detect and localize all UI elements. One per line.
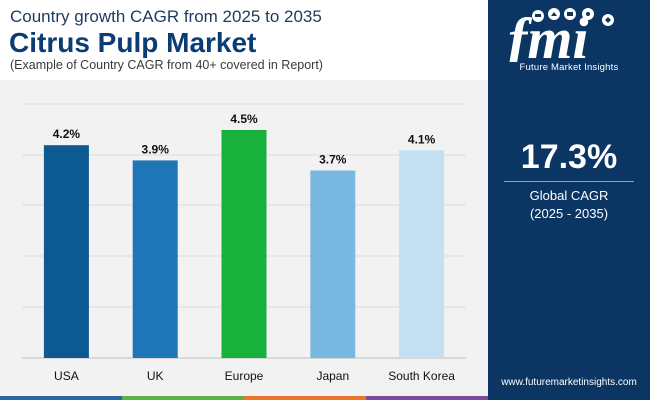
- global-cagr-value: 17.3%: [520, 138, 618, 176]
- footer-strip-segment: [0, 396, 122, 400]
- bar-chart: 4.2% 3.9% 4.5% 3.7% 4.1% USA UK Europe Japan Sou…: [22, 103, 466, 383]
- brand-logo: fmi Future Market Insights: [488, 6, 650, 74]
- website-link[interactable]: www.futuremarketinsights.com: [501, 377, 637, 388]
- bar-value-label: 4.1%: [408, 132, 436, 146]
- x-tick-label: Japan: [316, 369, 349, 383]
- x-tick-label: UK: [147, 369, 164, 383]
- x-tick-label: USA: [54, 369, 79, 383]
- page-title: Citrus Pulp Market: [9, 27, 257, 58]
- side-panel: fmi Future Market Insights 17.3% Global …: [488, 0, 650, 400]
- header: Country growth CAGR from 2025 to 2035 Ci…: [0, 0, 488, 80]
- footer-strip-segment: [122, 396, 244, 400]
- chart-panel: 4.2% 3.9% 4.5% 3.7% 4.1% USA UK Europe Japan Sou…: [0, 80, 488, 396]
- bar-usa: [43, 145, 89, 358]
- kpi-divider: [504, 181, 634, 182]
- super-title: Country growth CAGR from 2025 to 2035: [10, 7, 322, 26]
- global-cagr-label: Global CAGR: [529, 188, 609, 203]
- chart-x-tick-labels: USA UK Europe Japan South Korea: [54, 369, 455, 383]
- fmi-logo-icon: fmi: [508, 6, 614, 62]
- chart-value-labels: 4.2% 3.9% 4.5% 3.7% 4.1%: [53, 112, 436, 167]
- footer-strip-segment: [244, 396, 366, 400]
- bar-value-label: 3.7%: [319, 153, 347, 167]
- bar-europe: [221, 130, 267, 358]
- page-subtitle: (Example of Country CAGR from 40+ covere…: [10, 58, 323, 72]
- bar-japan: [310, 170, 356, 358]
- bar-value-label: 4.2%: [53, 127, 81, 141]
- bar-value-label: 3.9%: [142, 142, 170, 156]
- global-cagr-period: (2025 - 2035): [529, 206, 609, 221]
- bar-south-korea: [399, 150, 445, 358]
- chart-bars: [43, 130, 445, 358]
- footer-strip-segment: [366, 396, 488, 400]
- bar-uk: [132, 160, 178, 358]
- x-tick-label: South Korea: [388, 369, 455, 383]
- bar-value-label: 4.5%: [230, 112, 258, 126]
- footer-color-strip: [0, 396, 488, 400]
- logo-text: Future Market Insights: [519, 62, 619, 73]
- x-tick-label: Europe: [225, 369, 264, 383]
